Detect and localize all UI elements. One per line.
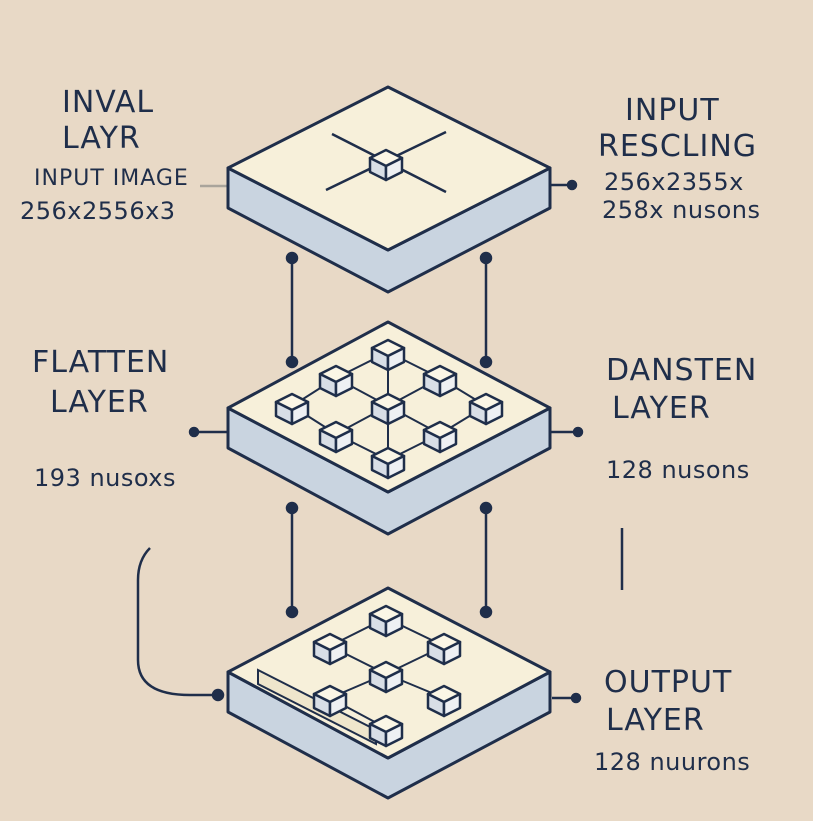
dense-layer-neurons: 128 nusons xyxy=(606,456,750,484)
input-layer-title-line1: INVAL xyxy=(62,85,155,120)
dense-layer-title-line2: LAYER xyxy=(612,391,711,426)
flatten-layer-title-line1: FLATTEN xyxy=(32,345,170,380)
output-layer-title-line2: LAYER xyxy=(606,703,705,738)
rescaling-layer-title-line2: RESCLING xyxy=(598,129,758,164)
input-layer-title-line2: LAYR xyxy=(62,121,141,156)
dense-layer-title-line1: DANSTEN xyxy=(606,353,758,388)
input-layer-slab xyxy=(226,85,552,294)
rescaling-layer-shape: 256x2355x xyxy=(604,168,744,196)
input-layer-shape: 256x2556x3 xyxy=(20,197,176,225)
rescaling-layer-neurons: 258x nusons xyxy=(602,196,761,224)
output-layer-slab xyxy=(226,586,552,800)
flatten-layer-slab xyxy=(226,320,552,536)
connector-lines xyxy=(136,179,624,704)
output-layer-neurons: 128 nuurons xyxy=(594,748,751,776)
output-layer-title-line1: OUTPUT xyxy=(604,665,733,700)
input-layer-subtitle: INPUT IMAGE xyxy=(34,166,189,191)
flatten-layer-neurons: 193 nusoxs xyxy=(34,464,177,492)
rescaling-layer-title-line1: INPUT xyxy=(625,93,720,128)
flatten-layer-title-line2: LAYER xyxy=(50,385,149,420)
